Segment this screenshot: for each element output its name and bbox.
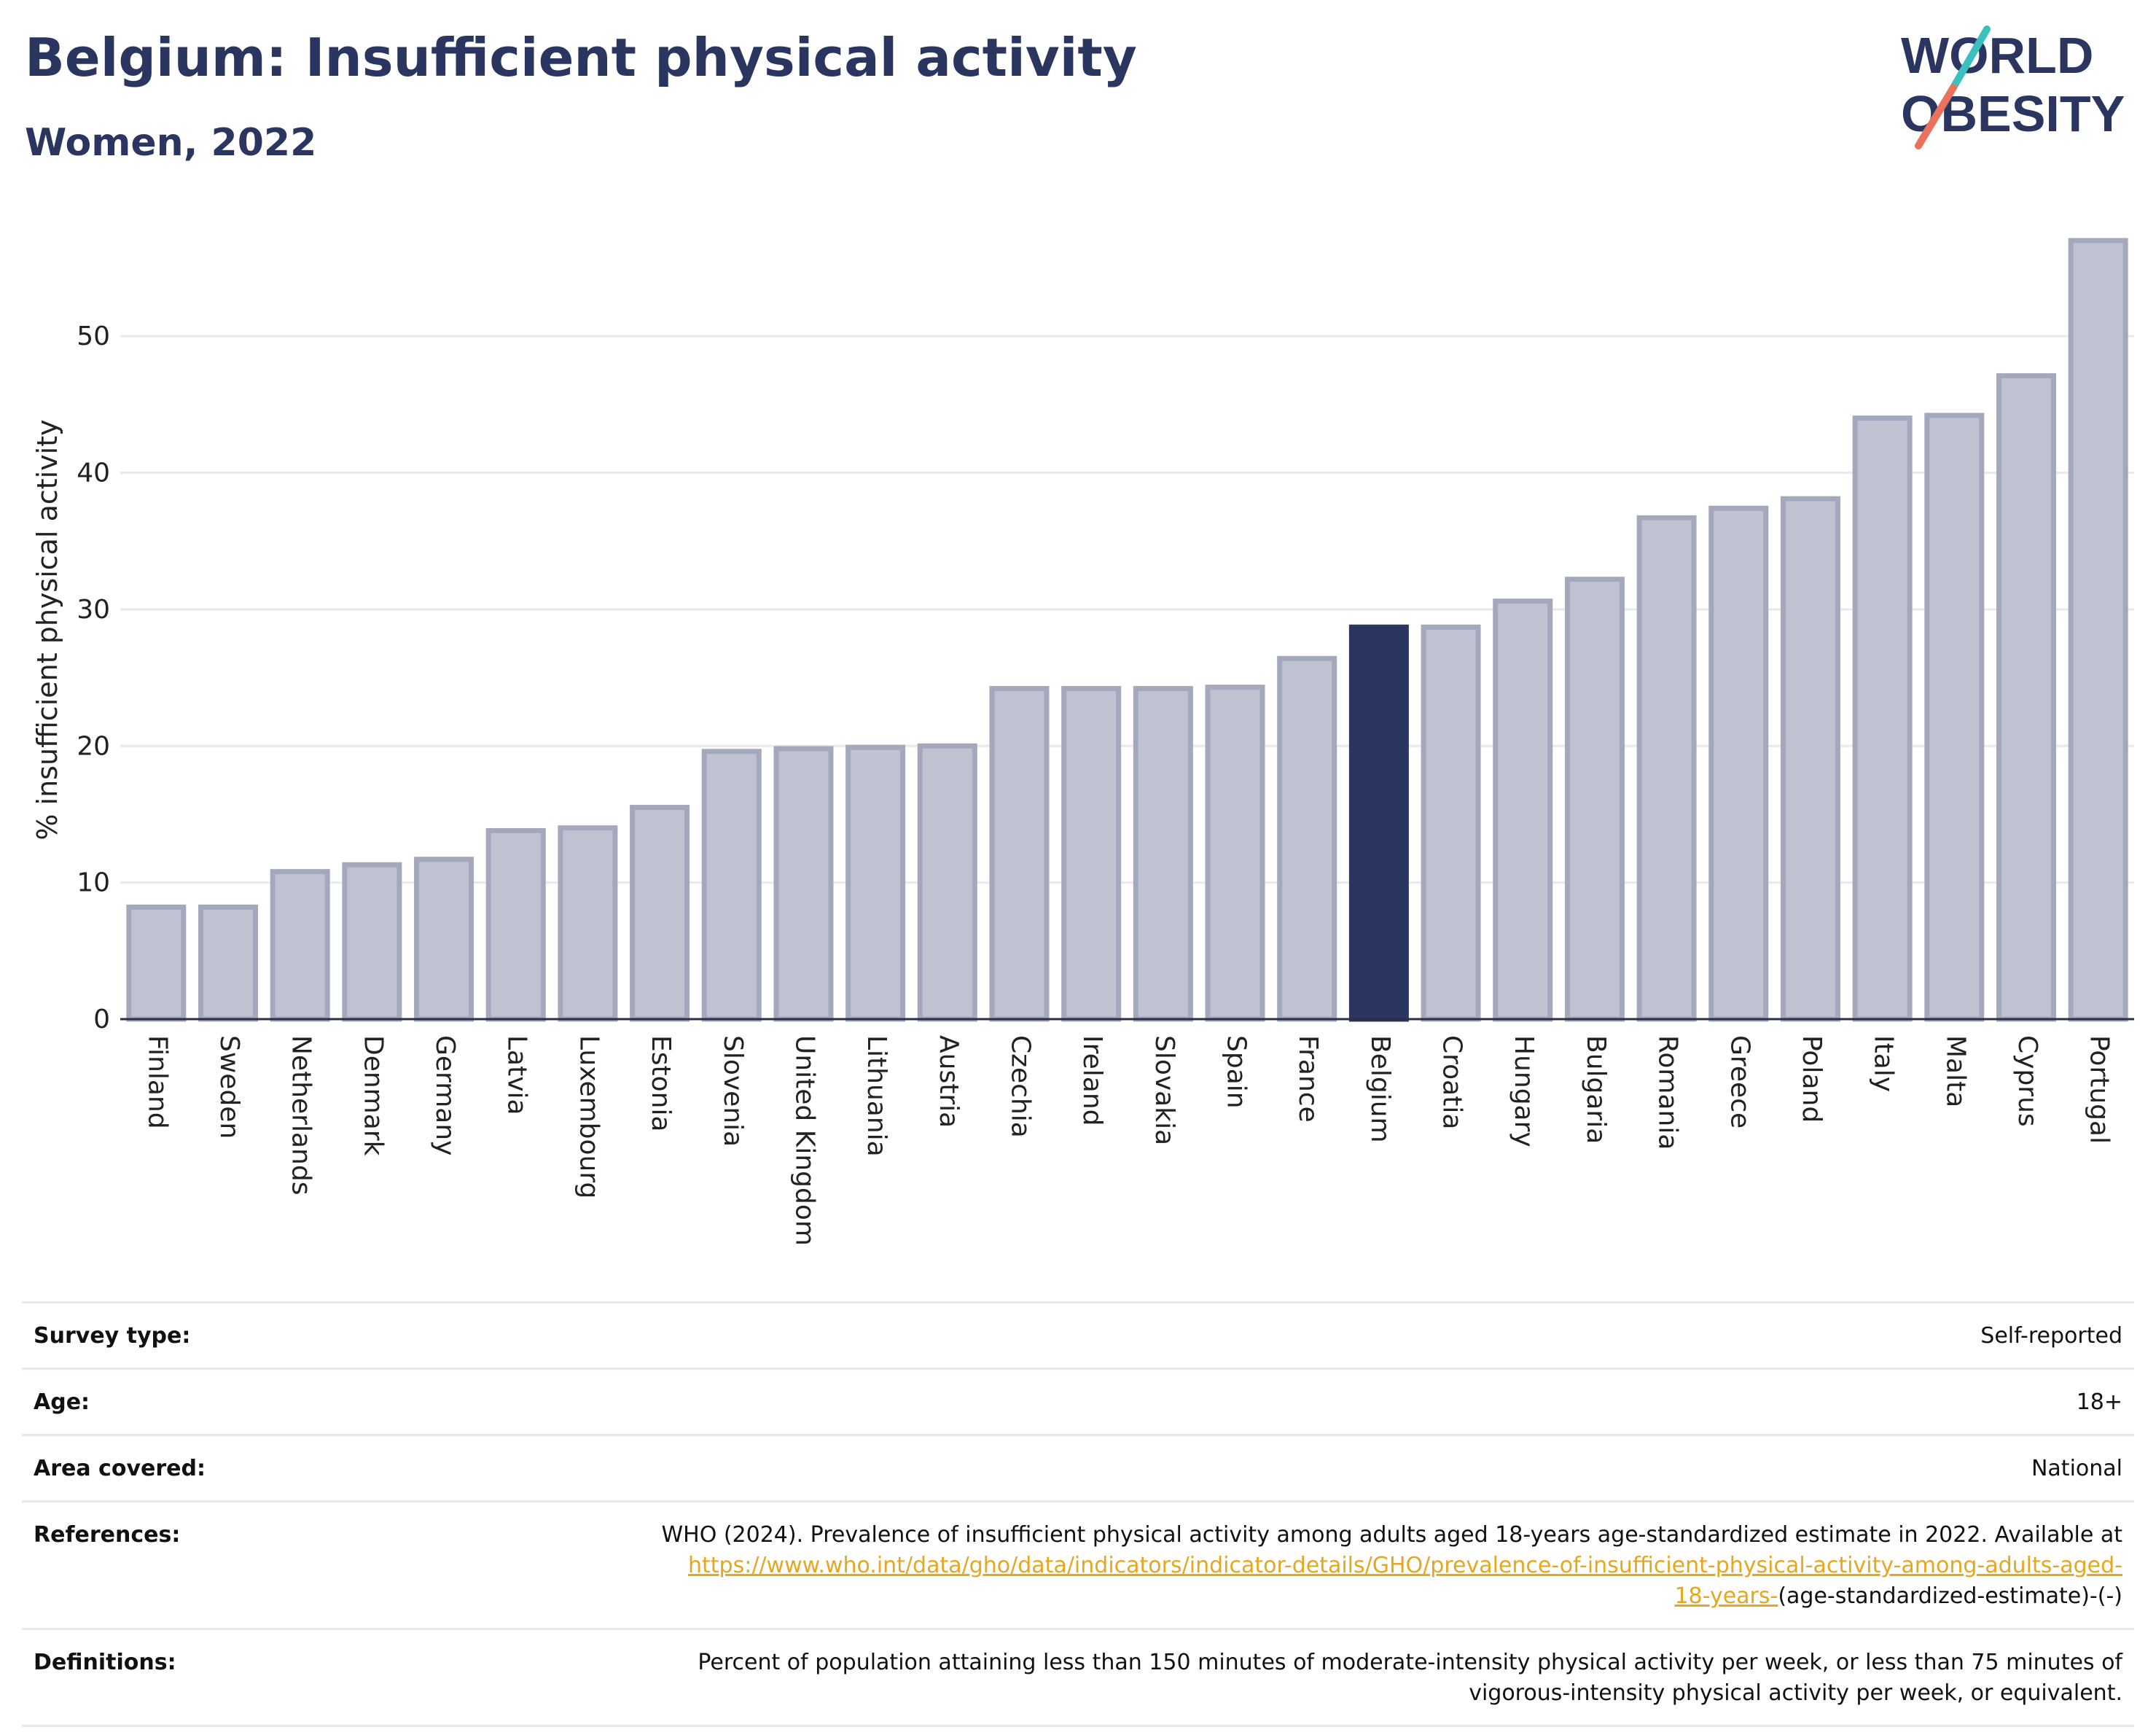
metadata-table: Survey type: Self-reported Age: 18+ Area…: [22, 1301, 2134, 1727]
bar-netherlands: [270, 869, 330, 1022]
references-link-line1[interactable]: https://www.who.int/data/gho/data/indica…: [688, 1553, 2122, 1578]
bar-croatia: [1421, 624, 1481, 1022]
references-value: WHO (2024). Prevalence of insufficient p…: [296, 1520, 2122, 1612]
x-tick-label-romania: Romania: [1653, 1035, 1683, 1150]
definitions-line1: Percent of population attaining less tha…: [698, 1650, 2122, 1675]
x-tick-label-bulgaria: Bulgaria: [1581, 1035, 1611, 1144]
bar-portugal: [2068, 238, 2128, 1022]
bar-germany: [414, 857, 474, 1022]
x-tick-label-finland: Finland: [142, 1035, 172, 1129]
bar-united-kingdom: [773, 746, 834, 1022]
y-axis-title: % insufficient physical activity: [31, 419, 63, 840]
x-tick-label-poland: Poland: [1797, 1035, 1827, 1123]
logo-slash-teal: [1950, 26, 1991, 91]
bar-bulgaria: [1564, 577, 1625, 1022]
definitions-value: Percent of population attaining less tha…: [296, 1648, 2122, 1709]
chart-title: Belgium: Insufficient physical activity: [25, 27, 1137, 88]
y-tick-label-0: 0: [93, 1005, 110, 1034]
bar-austria: [917, 743, 977, 1022]
x-tick-label-italy: Italy: [1869, 1035, 1899, 1092]
survey-type-label: Survey type:: [34, 1323, 191, 1349]
bar-estonia: [630, 805, 690, 1022]
x-tick-label-estonia: Estonia: [646, 1035, 676, 1132]
bar-romania: [1636, 515, 1697, 1022]
chart-subtitle: Women, 2022: [25, 121, 317, 165]
age-value: 18+: [2076, 1389, 2122, 1415]
bar-spain: [1205, 685, 1265, 1022]
bar-slovakia: [1133, 686, 1193, 1022]
bar-cyprus: [1996, 373, 2056, 1022]
x-tick-label-netherlands: Netherlands: [286, 1035, 316, 1195]
x-tick-label-latvia: Latvia: [502, 1035, 532, 1115]
x-tick-label-greece: Greece: [1725, 1035, 1754, 1128]
meta-row-definitions: Definitions: Percent of population attai…: [22, 1630, 2134, 1727]
meta-row-references: References: WHO (2024). Prevalence of in…: [22, 1502, 2134, 1630]
x-tick-label-hungary: Hungary: [1509, 1035, 1539, 1147]
x-tick-label-austria: Austria: [934, 1035, 964, 1128]
x-tick-label-sweden: Sweden: [214, 1035, 244, 1139]
logo-slash-coral: [1915, 84, 1957, 149]
world-obesity-logo: WORLD OBESITY: [1901, 26, 2125, 149]
y-tick-label-40: 40: [77, 459, 110, 488]
bar-luxembourg: [558, 825, 618, 1022]
x-tick-label-france: France: [1293, 1035, 1323, 1123]
x-tick-label-slovakia: Slovakia: [1149, 1035, 1179, 1145]
bar-chart: 0 10 20 30 40 50 % insufficient physical activ…: [31, 238, 2134, 1246]
bar-poland: [1780, 496, 1840, 1022]
chart-area: 0 10 20 30 40 50 % insufficient physical activ…: [0, 211, 2156, 1276]
survey-type-value: Self-reported: [1980, 1323, 2122, 1349]
bar-france: [1277, 655, 1337, 1022]
bar-lithuania: [845, 744, 906, 1022]
bar-hungary: [1493, 599, 1553, 1022]
bar-belgium: [1348, 624, 1409, 1022]
references-link-line2[interactable]: 18-years-: [1674, 1583, 1778, 1609]
bar-czechia: [989, 686, 1050, 1022]
meta-row-age: Age: 18+: [22, 1370, 2134, 1436]
bar-finland: [126, 904, 187, 1022]
x-tick-label-denmark: Denmark: [358, 1035, 388, 1156]
bar-malta: [1924, 413, 1985, 1022]
references-text: WHO (2024). Prevalence of insufficient p…: [661, 1522, 2122, 1548]
references-suffix: (age-standardized-estimate)-(-): [1778, 1583, 2122, 1609]
area-covered-value: National: [2031, 1456, 2122, 1481]
x-tick-label-germany: Germany: [430, 1035, 460, 1155]
x-tick-label-cyprus: Cyprus: [2012, 1035, 2042, 1127]
bar-slovenia: [701, 749, 762, 1022]
bar-latvia: [485, 827, 546, 1022]
x-tick-label-czechia: Czechia: [1005, 1035, 1035, 1138]
bar-ireland: [1061, 686, 1122, 1022]
age-label: Age:: [34, 1389, 90, 1415]
definitions-line2: vigorous-intensity physical activity per…: [1469, 1680, 2122, 1706]
x-tick-label-malta: Malta: [1940, 1035, 1970, 1107]
x-tick-label-lithuania: Lithuania: [862, 1035, 891, 1157]
x-tick-label-ireland: Ireland: [1077, 1035, 1107, 1126]
x-tick-label-slovenia: Slovenia: [718, 1035, 748, 1147]
bar-greece: [1708, 505, 1769, 1022]
bar-italy: [1852, 416, 1913, 1022]
y-tick-label-30: 30: [77, 595, 110, 625]
area-covered-label: Area covered:: [34, 1456, 206, 1481]
x-tick-label-belgium: Belgium: [1365, 1035, 1395, 1143]
bar-sweden: [198, 904, 259, 1022]
x-tick-label-luxembourg: Luxembourg: [574, 1035, 604, 1198]
x-tick-label-spain: Spain: [1222, 1035, 1251, 1109]
y-tick-label-50: 50: [77, 321, 110, 351]
x-tick-label-portugal: Portugal: [2085, 1035, 2114, 1144]
y-tick-label-10: 10: [77, 868, 110, 898]
logo-line1: WORLD: [1901, 27, 2093, 84]
meta-row-area-covered: Area covered: National: [22, 1436, 2134, 1502]
x-tick-label-croatia: Croatia: [1437, 1035, 1467, 1129]
meta-row-survey-type: Survey type: Self-reported: [22, 1303, 2134, 1370]
definitions-label: Definitions:: [34, 1650, 176, 1675]
references-label: References:: [34, 1522, 181, 1548]
x-tick-label-united-kingdom: United Kingdom: [789, 1035, 819, 1246]
bar-denmark: [342, 862, 402, 1022]
y-tick-label-20: 20: [77, 731, 110, 761]
